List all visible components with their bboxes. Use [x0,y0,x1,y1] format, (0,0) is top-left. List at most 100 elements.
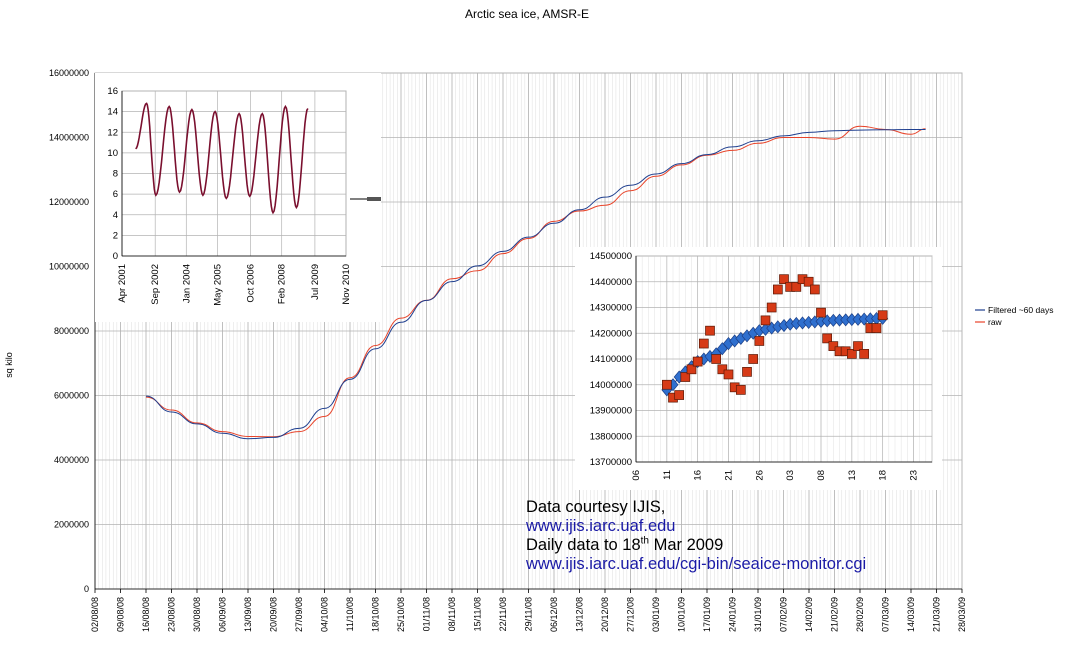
credit-daily-sup: th [640,535,649,547]
y-tick-label: 16000000 [49,68,89,78]
y-tick-label: 12000000 [49,197,89,207]
inset1-y-tick-label: 12 [107,127,118,138]
inset1-x-tick-label: Apr 2001 [117,264,128,303]
inset1-y-tick-label: 8 [113,169,118,180]
inset2-y-tick-label: 13700000 [590,457,632,468]
inset2-square-point [698,338,709,349]
main-plot-lines [145,125,926,440]
x-tick-label: 28/03/09 [957,597,967,632]
inset1-y-tick-label: 0 [113,251,118,262]
inset2-y-tick-label: 14500000 [590,251,632,262]
x-tick-label: 23/08/08 [167,597,177,632]
x-tick-label: 21/03/09 [932,597,942,632]
x-tick-label: 27/12/08 [626,597,636,632]
credit-link-ijis[interactable]: www.ijis.iarc.uaf.edu [526,517,676,535]
credit-line-daily: Daily data to 18th Mar 2009 [526,536,866,555]
inset2-square-point [711,354,722,364]
inset2-y-tick-label: 14300000 [590,303,632,314]
inset2-y-tick-label: 13900000 [590,406,632,417]
small-inset-label [350,197,381,201]
inset2-square-point [766,302,777,313]
x-tick-label: 14/03/09 [906,597,916,632]
inset2-x-tick-label: 06 [631,470,642,481]
x-tick-label: 09/08/08 [116,597,126,632]
inset2-y-tick-label: 14400000 [590,277,632,288]
inset2-square-point [871,323,882,333]
x-tick-label: 06/12/08 [549,597,559,632]
x-tick-label: 10/01/09 [677,597,687,632]
inset2-square-point [791,282,802,292]
x-tick-label: 28/02/09 [855,597,865,632]
inset2-square-point [828,341,839,351]
x-tick-label: 13/09/08 [243,597,253,632]
x-tick-label: 14/02/09 [804,597,814,632]
inset2-y-tick-label: 14100000 [590,354,632,365]
x-tick-label: 01/11/08 [422,597,432,631]
inset2-x-tick-label: 11 [662,470,673,480]
inset1-x-tick-label: Jul 2009 [310,264,321,300]
inset1-x-tick-label: May 2005 [212,264,223,306]
x-tick-label: 06/09/08 [218,597,228,632]
y-tick-label: 8000000 [54,326,89,336]
x-tick-label: 02/08/08 [90,597,100,632]
inset2-square-point [723,369,734,380]
credit-daily-month: Mar 2009 [649,536,724,554]
inset2-square-point [661,379,672,390]
inset2-square-point [692,356,703,367]
y-tick-label: 6000000 [54,391,89,401]
inset1-y-tick-label: 16 [107,86,118,97]
inset1-series-line [135,102,309,215]
inset2-x-tick-label: 18 [878,470,889,481]
inset1-y-tick-label: 4 [113,210,118,221]
inset2-y-tick-label: 14200000 [590,328,632,339]
inset2-square-point [809,284,820,295]
inset2-square-point [816,307,826,318]
inset2-square-point [772,284,783,295]
filtered-series-line [145,128,926,440]
inset2-square-point [859,349,870,359]
inset1-x-tick-label: Jan 2004 [181,264,192,303]
inset2-y-tick-label: 14000000 [590,380,632,391]
inset1-x-tick-label: Nov 2010 [341,264,352,305]
y-tick-label: 4000000 [54,455,89,465]
inset1-x-tick-label: Oct 2006 [246,264,257,303]
inset2-x-tick-label: 08 [816,470,827,481]
inset2-x-tick-label: 21 [724,470,735,481]
inset2-x-tick-label: 23 [909,470,920,481]
x-tick-label: 20/12/08 [600,597,610,632]
x-tick-label: 16/08/08 [141,597,151,632]
inset2-square-point [742,367,752,377]
inset1-y-tick-label: 14 [107,107,118,118]
inset2-square-point [877,310,888,321]
inset1-x-tick-label: Sep 2002 [150,264,161,305]
legend-entry: raw [988,317,1003,327]
legend: Filtered ~60 days raw [975,305,1053,327]
inset-chart-recent: 13700000 13800000 13900000 14000000 14100000… [575,247,942,490]
inset2-square-point [779,274,789,285]
legend-entry: Filtered ~60 days [988,305,1053,315]
inset2-square-point [853,341,863,351]
inset2-square-point [803,276,814,287]
main-axes: 02/08/08 09/08/08 16/08/08 23/08/08 30/08/08… [49,68,967,632]
chart-title: Arctic sea ice, AMSR-E [465,7,589,21]
inset2-y-tick-label: 13800000 [590,431,632,442]
credit-link-monitor[interactable]: www.ijis.iarc.uaf.edu/cgi-bin/seaice-mon… [526,555,867,573]
y-axis-label: sq kilo [4,352,14,378]
inset2-square-point [748,354,759,364]
x-tick-label: 31/01/09 [753,597,763,632]
inset-chart-yearly: 0 2 4 6 8 10 12 14 16 Apr 2001 Sep 2002 Jan 2004 May… [95,73,381,322]
x-tick-label: 03/01/09 [651,597,661,632]
inset1-y-tick-label: 10 [107,148,118,159]
y-tick-label: 14000000 [49,133,89,143]
x-tick-label: 29/11/08 [524,597,534,631]
y-tick-label: 10000000 [49,262,89,272]
inset2-square-point [674,390,685,400]
inset1-y-tick-label: 2 [113,230,118,241]
credit-line-courtesy: Data courtesy IJIS, [526,498,666,516]
inset2-square-point [760,315,771,326]
inset2-x-tick-label: 13 [847,470,858,481]
y-tick-label: 2000000 [54,520,89,530]
inset2-square-point [717,364,728,375]
inset2-square-point [735,385,746,395]
x-tick-label: 17/01/09 [702,597,712,632]
